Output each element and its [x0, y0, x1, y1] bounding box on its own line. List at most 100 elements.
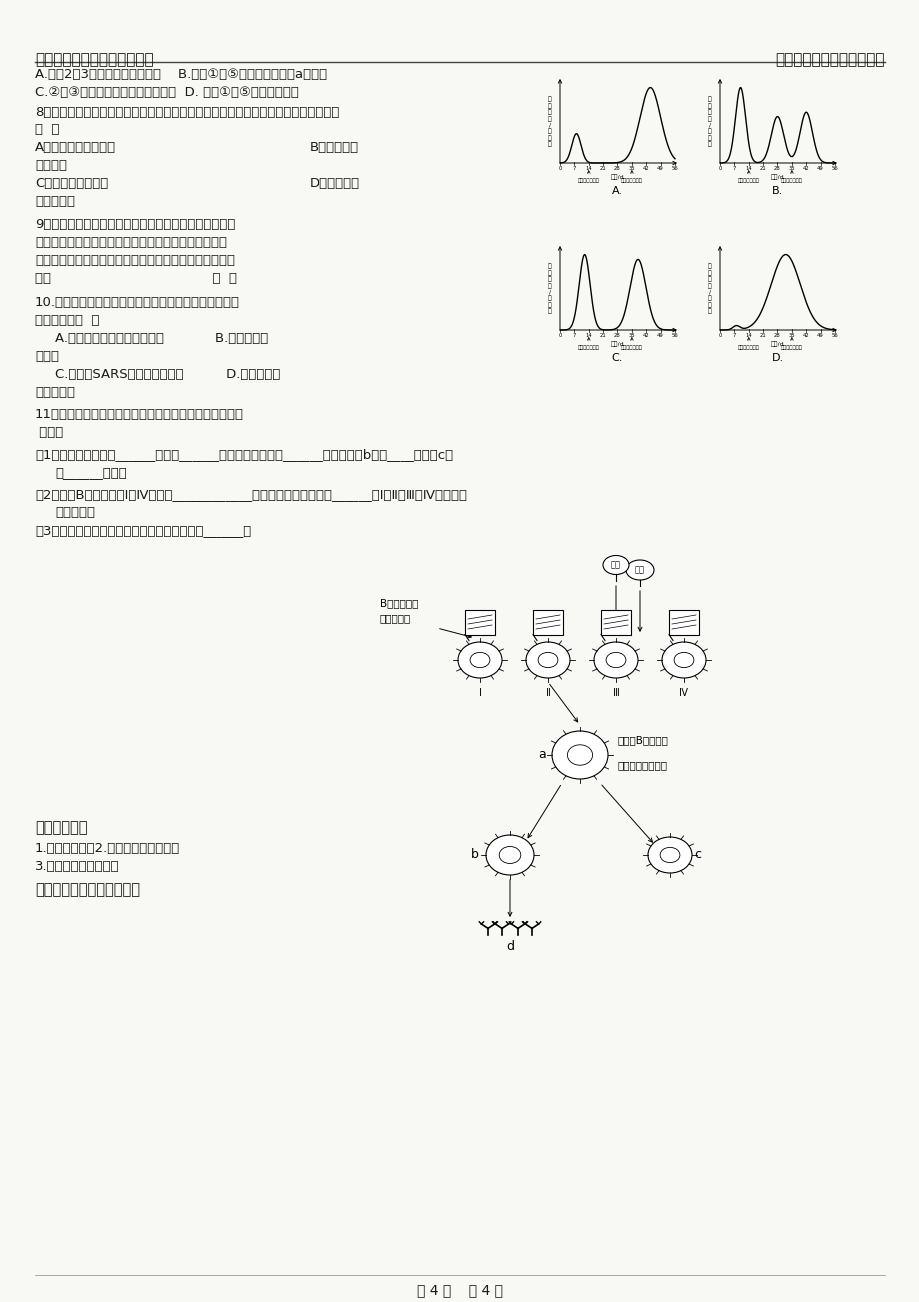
Ellipse shape	[538, 652, 557, 668]
Text: c: c	[694, 849, 701, 862]
Text: 抗原: 抗原	[610, 560, 620, 569]
Text: 华粤高考复读学校生物备课组: 华粤高考复读学校生物备课组	[35, 52, 153, 66]
Ellipse shape	[647, 837, 691, 874]
Text: B淋巴细胞表: B淋巴细胞表	[380, 598, 418, 608]
Text: Ⅰ: Ⅰ	[478, 687, 481, 698]
Text: 9．一般情况下用抗原免疫机体，血清中抗体浓度会发生: 9．一般情况下用抗原免疫机体，血清中抗体浓度会发生	[35, 217, 235, 230]
Text: 21: 21	[599, 333, 606, 339]
Ellipse shape	[625, 560, 653, 579]
Text: 28: 28	[614, 165, 620, 171]
Text: 0: 0	[558, 165, 562, 171]
Text: C.②、③过程与细胞膜上蛋白质有关  D. 细胞①～⑤均能识别抗原: C.②、③过程与细胞膜上蛋白质有关 D. 细胞①～⑤均能识别抗原	[35, 86, 299, 99]
Text: 疫过程的是（  ）: 疫过程的是（ ）	[35, 314, 99, 327]
FancyBboxPatch shape	[464, 609, 494, 634]
Text: 42: 42	[802, 333, 809, 339]
Text: （2）图中B淋巴细胞（Ⅰ～Ⅳ）是在____________中发育而成，抗原可与______（Ⅰ、Ⅱ、Ⅲ、Ⅳ）发生特: （2）图中B淋巴细胞（Ⅰ～Ⅳ）是在____________中发育而成，抗原可与_…	[35, 488, 467, 501]
Text: D.: D.	[771, 353, 783, 363]
Text: 14: 14	[744, 333, 752, 339]
Ellipse shape	[606, 652, 625, 668]
Text: 免疫作用: 免疫作用	[35, 159, 67, 172]
Text: 第一次抗原免疫: 第一次抗原免疫	[577, 178, 599, 184]
Ellipse shape	[526, 642, 570, 678]
Text: 49: 49	[816, 165, 823, 171]
Text: 时间/d: 时间/d	[770, 174, 784, 180]
Text: 第一次抗原免疫: 第一次抗原免疫	[737, 178, 759, 184]
FancyBboxPatch shape	[668, 609, 698, 634]
Text: 56: 56	[831, 165, 837, 171]
Text: 且剂量相等，下列四图中能正确表示血清中抗体浓度变化: 且剂量相等，下列四图中能正确表示血清中抗体浓度变化	[35, 254, 234, 267]
FancyBboxPatch shape	[600, 609, 630, 634]
Text: 被排斥: 被排斥	[35, 350, 59, 363]
Text: 7: 7	[732, 333, 735, 339]
Text: 相应变化。如果二次免疫与第一次免疫所用的抗原相同: 相应变化。如果二次免疫与第一次免疫所用的抗原相同	[35, 236, 227, 249]
Text: A.细胞2和3均起源于造血干细胞    B.细胞①～⑤中都有合成物质a的基因: A.细胞2和3均起源于造血干细胞 B.细胞①～⑤中都有合成物质a的基因	[35, 68, 327, 81]
Text: A．促进自身免疫反应: A．促进自身免疫反应	[35, 141, 116, 154]
Text: Ⅳ: Ⅳ	[679, 687, 687, 698]
Text: B．增强细胞: B．增强细胞	[310, 141, 358, 154]
Text: Ⅱ: Ⅱ	[545, 687, 550, 698]
Text: 42: 42	[642, 333, 649, 339]
Ellipse shape	[662, 642, 705, 678]
Text: 中和外毒素: 中和外毒素	[35, 195, 75, 208]
Text: 28: 28	[773, 165, 780, 171]
Ellipse shape	[470, 652, 489, 668]
Text: 0: 0	[718, 333, 720, 339]
Text: 0: 0	[558, 333, 562, 339]
Text: 56: 56	[671, 333, 677, 339]
Text: 第一次抗原免疫: 第一次抗原免疫	[737, 345, 759, 350]
Text: 抗
体
浓
度
/
对
数
值: 抗 体 浓 度 / 对 数 值	[708, 264, 711, 314]
Text: 异性结合。: 异性结合。	[55, 506, 95, 519]
Text: 42: 42	[642, 165, 649, 171]
Ellipse shape	[458, 642, 502, 678]
Text: 21: 21	[759, 165, 766, 171]
Text: D．特异性地: D．特异性地	[310, 177, 359, 190]
Text: C.抗体与SARS病毒特异性结合          D.青霉素消灭: C.抗体与SARS病毒特异性结合 D.青霉素消灭	[55, 368, 280, 381]
Text: 时间/d: 时间/d	[610, 341, 624, 346]
Ellipse shape	[660, 848, 679, 863]
Text: 抗
体
浓
度
/
对
数
值: 抗 体 浓 度 / 对 数 值	[548, 96, 551, 147]
Ellipse shape	[567, 745, 592, 766]
Text: 五、课堂小结: 五、课堂小结	[35, 820, 87, 835]
Text: 14: 14	[584, 165, 592, 171]
Text: 8．人被生锈的铁钉扎破脚后，应尽快注射破伤风抗毒素，其原因是破伤风抗毒素能够: 8．人被生锈的铁钉扎破脚后，应尽快注射破伤风抗毒素，其原因是破伤风抗毒素能够	[35, 105, 339, 118]
Text: 时间/d: 时间/d	[610, 174, 624, 180]
Text: 28: 28	[614, 333, 620, 339]
Text: 合理安排时间就是节约时间: 合理安排时间就是节约时间	[775, 52, 884, 66]
Text: 35: 35	[628, 165, 634, 171]
Text: 激活的B淋巴细胞: 激活的B淋巴细胞	[618, 736, 668, 745]
Text: 抗
体
浓
度
/
对
数
值: 抗 体 浓 度 / 对 数 值	[548, 264, 551, 314]
FancyBboxPatch shape	[532, 609, 562, 634]
Text: 21: 21	[599, 165, 606, 171]
Text: 示______细胞。: 示______细胞。	[55, 466, 127, 479]
Text: 49: 49	[816, 333, 823, 339]
Ellipse shape	[551, 730, 607, 779]
Text: 第 4 页    共 4 页: 第 4 页 共 4 页	[416, 1282, 503, 1297]
Ellipse shape	[499, 846, 520, 863]
Text: 第二次抗原免疫: 第二次抗原免疫	[620, 345, 642, 350]
Ellipse shape	[485, 835, 533, 875]
Text: 11．下图表示人体特异性免疫过程的示意图。请据图回答: 11．下图表示人体特异性免疫过程的示意图。请据图回答	[35, 408, 244, 421]
Text: Ⅲ: Ⅲ	[612, 687, 618, 698]
Text: 时间/d: 时间/d	[770, 341, 784, 346]
Text: 肺炎双球菌: 肺炎双球菌	[35, 385, 75, 398]
Text: 49: 49	[656, 165, 664, 171]
Text: 增大、分裂和分化: 增大、分裂和分化	[618, 760, 667, 769]
Text: 0: 0	[718, 165, 720, 171]
Text: 第一次抗原免疫: 第一次抗原免疫	[577, 345, 599, 350]
Text: 面不同受体: 面不同受体	[380, 613, 411, 622]
Text: 21: 21	[759, 333, 766, 339]
Text: 问题：: 问题：	[35, 426, 63, 439]
Text: 42: 42	[802, 165, 809, 171]
Ellipse shape	[594, 642, 637, 678]
Text: （  ）: （ ）	[35, 122, 60, 135]
Text: 35: 35	[788, 165, 794, 171]
Text: 35: 35	[628, 333, 634, 339]
Text: A.花粉引起体内毛细血管扩张            B.移植的器官: A.花粉引起体内毛细血管扩张 B.移植的器官	[55, 332, 268, 345]
Text: 10.免疫是机体的一种重要的保护性功能。下列不属于免: 10.免疫是机体的一种重要的保护性功能。下列不属于免	[35, 296, 240, 309]
Text: C．使体内产生抗原: C．使体内产生抗原	[35, 177, 108, 190]
Text: 第二次抗原免疫: 第二次抗原免疫	[620, 178, 642, 184]
Text: （3）若图中抗原再次进入人体内，则其特点是______。: （3）若图中抗原再次进入人体内，则其特点是______。	[35, 523, 251, 536]
Text: 抗
体
浓
度
/
对
数
值: 抗 体 浓 度 / 对 数 值	[708, 96, 711, 147]
Text: 28: 28	[773, 333, 780, 339]
Text: 56: 56	[831, 333, 837, 339]
